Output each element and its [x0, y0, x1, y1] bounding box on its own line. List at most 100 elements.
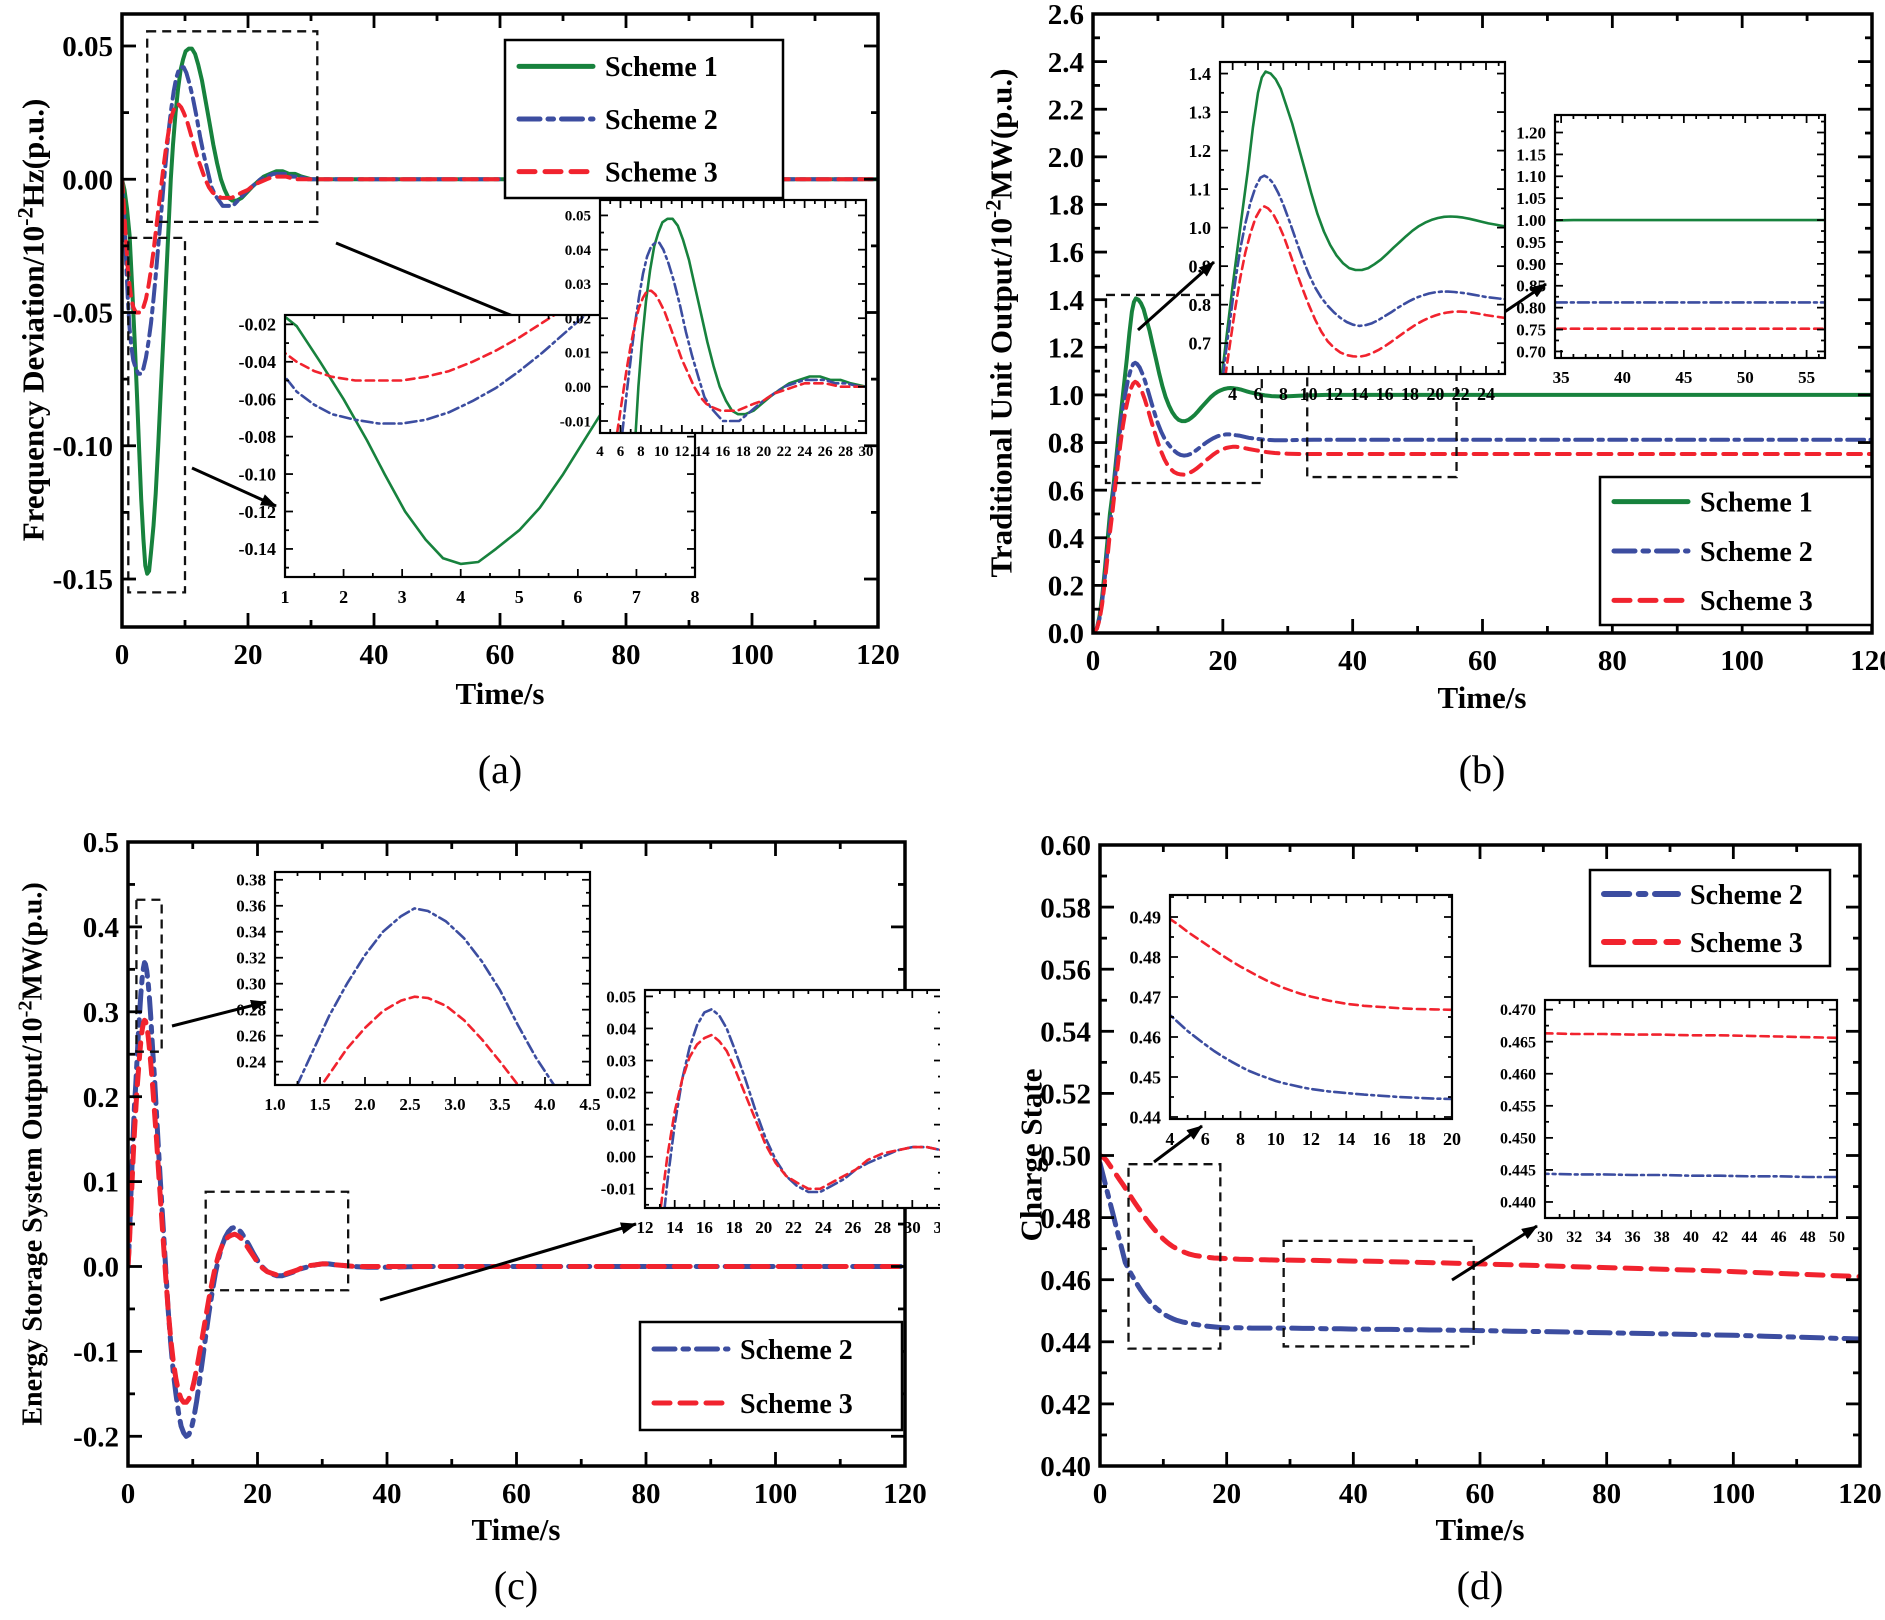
x-tick-label: 36 [1625, 1229, 1641, 1246]
axes-frame [1553, 113, 1827, 360]
y-tick-label: 0.30 [236, 975, 266, 994]
y-title-unit: MW(p.u.) [983, 68, 1019, 200]
x-tick-label: 80 [1598, 645, 1627, 677]
y-tick-label: 0.00 [565, 380, 591, 396]
legend-label-scheme3: Scheme 3 [1690, 928, 1803, 959]
y-tick-label: 0.450 [1500, 1130, 1536, 1147]
x-tick-label: 40 [360, 639, 389, 671]
y-tick-label: 0.04 [606, 1019, 636, 1038]
y-tick-label: -0.02 [239, 315, 277, 335]
x-tick-label: 100 [1712, 1478, 1756, 1510]
y-tick-label: 0.56 [1040, 954, 1091, 986]
x-tick-label: 60 [486, 639, 515, 671]
y-tick-label: 1.3 [1189, 102, 1212, 122]
y-tick-label: 0.48 [1130, 947, 1162, 967]
series-scheme3 [285, 315, 557, 382]
y-tick-label: 1.2 [1189, 141, 1212, 161]
y-title-text: Charge State [1013, 1068, 1049, 1242]
x-tick-label: 50 [1829, 1229, 1845, 1246]
x-tick-label: 34 [1595, 1229, 1611, 1246]
y-tick-label: 0.45 [1130, 1067, 1162, 1087]
y-tick-label: 0.38 [236, 871, 266, 890]
x-tick-label: 4.5 [579, 1095, 600, 1114]
x-tick-label: 0 [1086, 645, 1101, 677]
x-tick-label: 5 [515, 587, 524, 607]
panel-d-y-axis-title: Charge State [1010, 1068, 1049, 1241]
x-tick-label: 2.0 [354, 1095, 375, 1114]
y-tick-label: 1.8 [1048, 190, 1084, 222]
y-tick-label: 0.42 [1040, 1389, 1091, 1421]
y-tick-label: 0.00 [606, 1148, 636, 1167]
series-scheme2 [285, 315, 588, 425]
y-tick-label: 0.36 [236, 897, 266, 916]
inset-1: 4 6 8 10 12 14 16 18 20 0.49 0.48 0.47 0.46 0.45 0.44 [1130, 893, 1461, 1149]
x-tick-label: 6 [1201, 1129, 1210, 1149]
x-tick-label: 8 [637, 444, 645, 460]
y-tick-label: 0.8 [1048, 428, 1084, 460]
y-tick-label: 0.445 [1500, 1163, 1536, 1180]
y-tick-label: 1.4 [1189, 64, 1212, 84]
y-tick-label: -0.14 [239, 539, 277, 559]
x-tick-label: 24 [815, 1218, 833, 1237]
panel-b-caption: (b) [1458, 747, 1506, 792]
y-tick-label: 0.3 [83, 997, 119, 1029]
series-scheme3 [128, 1017, 905, 1405]
y-tick-label: 0.01 [565, 346, 591, 362]
x-tick-label: 6 [1254, 384, 1263, 404]
y-tick-label: 0.02 [606, 1084, 636, 1103]
y-tick-label: 0.52 [1040, 1079, 1091, 1111]
y-tick-label: 1.15 [1516, 145, 1546, 164]
legend-box [1588, 868, 1832, 968]
series-scheme3 [1224, 205, 1505, 374]
x-tick-label: 60 [1468, 645, 1497, 677]
x-tick-label: 26 [844, 1218, 861, 1237]
axes-frame [1218, 60, 1507, 376]
y-tick-label: 1.0 [1189, 218, 1212, 238]
x-tick-label: 22 [785, 1218, 802, 1237]
y-tick-label: 0.5 [83, 827, 119, 859]
x-tick-label: 60 [1466, 1478, 1495, 1510]
x-tick-label: 18 [1401, 384, 1419, 404]
series-scheme2 [1170, 1012, 1452, 1101]
y-tick-label: -0.1 [73, 1337, 119, 1369]
x-tick-label: 14 [1337, 1129, 1355, 1149]
x-tick-label: 60 [502, 1478, 531, 1510]
y-tick-label: 0.0 [1048, 618, 1084, 650]
x-tick-label: 0 [1093, 1478, 1108, 1510]
legend-label-scheme2: Scheme 2 [1690, 880, 1803, 911]
panel-c: 0 20 40 60 80 100 120 0.5 0.4 0.3 0.2 0.1 0.0 -0.1 -0.… [0, 810, 940, 1620]
series-scheme2 [295, 907, 556, 1085]
x-tick-label: 16 [696, 1218, 713, 1237]
x-tick-label: 80 [612, 639, 641, 671]
legend-label-scheme3: Scheme 3 [1700, 586, 1813, 617]
y-tick-label: 0.05 [565, 209, 591, 225]
x-tick-label: 22 [1452, 384, 1470, 404]
series-scheme1 [1220, 70, 1505, 374]
x-tick-label: 40 [1339, 1478, 1368, 1510]
series-scheme1 [122, 46, 878, 576]
y-tick-label: 0.440 [1500, 1195, 1536, 1212]
x-tick-label: 7 [632, 587, 641, 607]
series-scheme2 [1221, 174, 1505, 374]
y-tick-label: 2.2 [1048, 94, 1084, 126]
panel-c-y-axis-title: Energy Storage System Output/10-2MW(p.u.… [14, 882, 49, 1425]
x-tick-label: 6 [617, 444, 625, 460]
series-scheme2 [128, 960, 905, 1439]
panel-d-x-axis-title: Time/s [1435, 1512, 1525, 1547]
x-tick-label: 4 [456, 587, 465, 607]
x-tick-label: 4 [1166, 1129, 1175, 1149]
y-tick-label: 0.47 [1130, 987, 1162, 1007]
x-tick-label: 120 [1838, 1478, 1882, 1510]
x-tick-label: 48 [1800, 1229, 1816, 1246]
y-tick-label: 1.4 [1048, 285, 1084, 317]
y-tick-label: 0.460 [1500, 1066, 1536, 1083]
y-tick-label: 1.0 [1048, 380, 1084, 412]
x-tick-label: 40 [1614, 368, 1631, 387]
panel-d-chart: 0 20 40 60 80 100 120 0.60 0.58 0.56 0.54 0.52 0.50 0… [1040, 830, 1882, 1510]
panel-b-y-axis-title: Traditional Unit Output/10-2MW(p.u.) [980, 69, 1019, 578]
panel-b: 0 20 40 60 80 100 120 0.0 0.2 0.4 0.6 0.8 1.0 1.2 1.4 1… [900, 0, 1885, 810]
y-tick-label: 0.24 [236, 1053, 266, 1072]
x-tick-label: 28 [874, 1218, 891, 1237]
y-title-superscript: -2 [12, 207, 38, 226]
y-tick-label: 1.10 [1516, 167, 1546, 186]
